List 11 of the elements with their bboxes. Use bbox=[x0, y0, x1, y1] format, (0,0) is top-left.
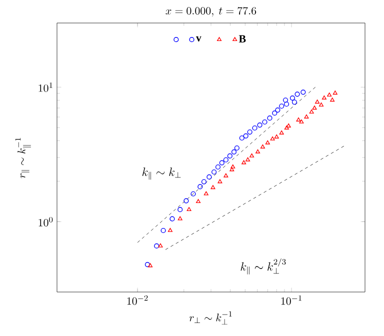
annotation: $k_\parallel \sim k_\perp$ bbox=[142, 168, 181, 180]
x-axis-title: $r_\perp \sim k_\perp^{-1}$ bbox=[189, 311, 232, 325]
legend-label: $\mathbf{v}$ bbox=[196, 36, 202, 42]
legend-label: $\mathbf{B}$ bbox=[238, 35, 246, 42]
y-tick-label: $10^{0}$ bbox=[38, 216, 53, 226]
y-tick-label: $10^{1}$ bbox=[38, 82, 52, 92]
chart-title: $x = 0.000,\ t = 77.6$ bbox=[166, 6, 256, 16]
y-axis-title: $r_\parallel \sim k_\parallel^{-1}$ bbox=[15, 138, 31, 178]
x-tick-label: $10^{-2}$ bbox=[127, 295, 148, 305]
annotation: $k_\parallel \sim k_\perp^{2/3}$ bbox=[240, 258, 286, 274]
x-tick-label: $10^{-1}$ bbox=[281, 295, 302, 305]
